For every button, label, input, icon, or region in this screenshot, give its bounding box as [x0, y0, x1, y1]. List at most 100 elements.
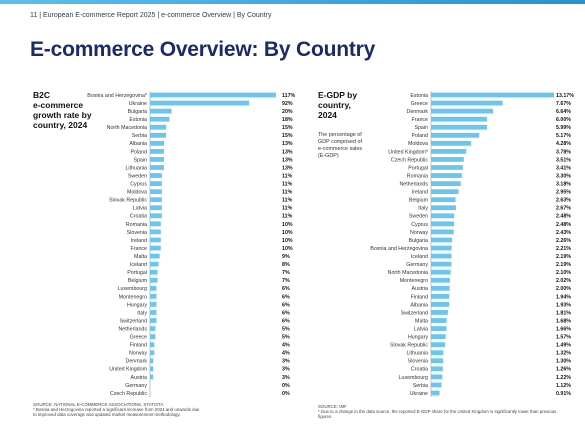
b2c-category-label: Slovenia — [127, 230, 147, 236]
egdp-footnote-line: * Due to a change in the data source, th… — [318, 409, 557, 420]
egdp-value-label: 2.63% — [556, 198, 571, 204]
b2c-source: SOURCE: NATIONAL E-COMMERCE ASSOCIATIONS… — [33, 402, 164, 407]
b2c-value-label: 6% — [282, 286, 290, 292]
b2c-value-label: 3% — [282, 359, 290, 365]
b2c-value-label: 20% — [282, 109, 293, 115]
b2c-value-label: 13% — [282, 141, 293, 147]
b2c-bar — [150, 302, 157, 307]
b2c-value-label: 13% — [282, 149, 293, 155]
b2c-bar — [150, 140, 164, 146]
egdp-subtitle-line: The percentage of — [318, 132, 362, 138]
b2c-category-label: Luxembourg — [118, 286, 147, 292]
egdp-category-label: Finland — [411, 294, 428, 300]
egdp-category-label: Slovenia — [408, 359, 428, 365]
b2c-bar — [150, 213, 162, 219]
egdp-bar — [431, 374, 443, 380]
b2c-chart-notes: SOURCE: NATIONAL E-COMMERCE ASSOCIATIONS… — [33, 402, 273, 418]
egdp-category-label: Iceland — [411, 254, 428, 260]
b2c-category-label: North Macedonia — [107, 125, 147, 131]
egdp-category-label: Lithuania — [406, 351, 428, 357]
b2c-category-label: Croatia — [130, 214, 147, 220]
egdp-bar — [431, 189, 459, 195]
egdp-value-label: 1.26% — [556, 367, 571, 373]
egdp-category-label: Croatia — [411, 367, 428, 373]
b2c-category-label: Portugal — [127, 270, 147, 276]
b2c-category-label: Slovak Republic — [109, 198, 147, 204]
b2c-category-label: Germany — [125, 383, 147, 389]
b2c-bar — [150, 334, 156, 340]
egdp-category-label: Cyprus — [411, 222, 428, 228]
egdp-bar — [431, 302, 450, 307]
egdp-category-label: Austria — [412, 286, 429, 292]
b2c-bar — [150, 100, 250, 106]
egdp-chart-subtitle: The percentage of GDP comprised of e-com… — [318, 132, 370, 160]
egdp-value-label: 3.51% — [556, 157, 571, 163]
b2c-value-label: 3% — [282, 367, 290, 373]
egdp-value-label: 2.26% — [556, 238, 571, 244]
egdp-value-label: 1.66% — [556, 326, 571, 332]
b2c-category-label: Serbia — [132, 133, 147, 139]
egdp-title-line: country, — [318, 100, 351, 110]
b2c-category-label: Czech Republic — [110, 391, 147, 397]
b2c-value-label: 11% — [282, 206, 293, 212]
b2c-category-label: Hungary — [127, 302, 147, 308]
egdp-title-line: 2024 — [318, 110, 337, 120]
egdp-bar — [431, 237, 453, 243]
b2c-value-label: 13% — [282, 157, 293, 163]
egdp-value-label: 2.02% — [556, 278, 571, 284]
egdp-value-label: 2.48% — [556, 222, 571, 228]
egdp-bar — [431, 108, 494, 114]
egdp-category-label: Hungary — [408, 335, 428, 341]
egdp-category-label: Italy — [418, 206, 428, 212]
b2c-category-label: Bulgaria — [128, 109, 147, 115]
egdp-bar — [431, 157, 464, 162]
b2c-value-label: 3% — [282, 375, 290, 381]
b2c-bar — [150, 269, 158, 275]
egdp-category-label: Romania — [407, 173, 428, 179]
egdp-bar — [431, 350, 444, 356]
egdp-category-label: Serbia — [413, 383, 428, 389]
b2c-bar — [150, 229, 161, 235]
egdp-category-label: Portugal — [408, 165, 428, 171]
b2c-value-label: 10% — [282, 222, 293, 228]
b2c-bar — [150, 92, 276, 98]
egdp-subtitle-line: e-commerce sales — [318, 146, 363, 152]
egdp-bar — [431, 318, 447, 323]
b2c-value-label: 6% — [282, 318, 290, 324]
b2c-category-label: Netherlands — [118, 326, 147, 332]
egdp-value-label: 1.32% — [556, 351, 571, 357]
b2c-bar — [150, 318, 157, 323]
egdp-source: SOURCE: IMF — [318, 404, 347, 409]
b2c-value-label: 4% — [282, 351, 290, 357]
egdp-bar — [431, 100, 503, 106]
b2c-value-label: 5% — [282, 335, 290, 341]
egdp-category-label: Germany — [406, 262, 428, 268]
egdp-category-label: Slovak Republic — [390, 343, 428, 349]
egdp-value-label: 2.48% — [556, 214, 571, 220]
egdp-value-label: 2.43% — [556, 230, 571, 236]
b2c-bar — [150, 108, 172, 114]
b2c-category-label: Ireland — [131, 238, 147, 244]
egdp-category-label: Malta — [415, 318, 428, 324]
b2c-category-label: Poland — [131, 149, 148, 155]
egdp-value-label: 2.19% — [556, 254, 571, 260]
b2c-value-label: 9% — [282, 254, 290, 260]
egdp-value-label: 1.22% — [556, 375, 571, 381]
egdp-subtitle-line: GDP comprised of — [318, 139, 362, 145]
egdp-bar — [431, 253, 452, 259]
b2c-value-label: 6% — [282, 310, 290, 316]
b2c-value-label: 11% — [282, 173, 293, 179]
egdp-value-label: 3.78% — [556, 149, 571, 155]
egdp-bar — [431, 358, 444, 364]
egdp-value-label: 1.49% — [556, 343, 571, 349]
egdp-bar — [431, 229, 454, 235]
egdp-value-label: 3.18% — [556, 181, 571, 187]
egdp-value-label: 5.17% — [556, 133, 571, 139]
egdp-value-label: 1.57% — [556, 335, 571, 341]
egdp-value-label: 1.68% — [556, 318, 571, 324]
b2c-value-label: 6% — [282, 294, 290, 300]
b2c-title-line: country, 2024 — [33, 120, 88, 130]
b2c-category-label: Romania — [126, 222, 147, 228]
